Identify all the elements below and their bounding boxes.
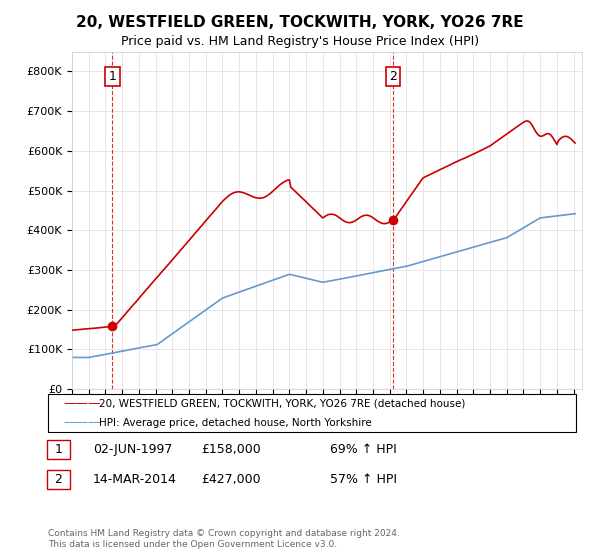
Text: 69% ↑ HPI: 69% ↑ HPI xyxy=(330,442,397,456)
Text: ———: ——— xyxy=(63,416,101,430)
Text: 14-MAR-2014: 14-MAR-2014 xyxy=(93,473,177,487)
Text: Contains HM Land Registry data © Crown copyright and database right 2024.
This d: Contains HM Land Registry data © Crown c… xyxy=(48,529,400,549)
Text: 2: 2 xyxy=(389,70,397,83)
Text: 20, WESTFIELD GREEN, TOCKWITH, YORK, YO26 7RE (detached house): 20, WESTFIELD GREEN, TOCKWITH, YORK, YO2… xyxy=(99,399,466,409)
Text: £427,000: £427,000 xyxy=(201,473,260,487)
Text: Price paid vs. HM Land Registry's House Price Index (HPI): Price paid vs. HM Land Registry's House … xyxy=(121,35,479,48)
Text: 2: 2 xyxy=(55,473,62,487)
Text: 02-JUN-1997: 02-JUN-1997 xyxy=(93,442,172,456)
Text: HPI: Average price, detached house, North Yorkshire: HPI: Average price, detached house, Nort… xyxy=(99,418,372,428)
Text: 1: 1 xyxy=(55,442,62,456)
Text: £158,000: £158,000 xyxy=(201,442,261,456)
Text: 57% ↑ HPI: 57% ↑ HPI xyxy=(330,473,397,487)
Text: 20, WESTFIELD GREEN, TOCKWITH, YORK, YO26 7RE: 20, WESTFIELD GREEN, TOCKWITH, YORK, YO2… xyxy=(76,15,524,30)
Text: 1: 1 xyxy=(109,70,116,83)
Text: ———: ——— xyxy=(63,397,101,410)
